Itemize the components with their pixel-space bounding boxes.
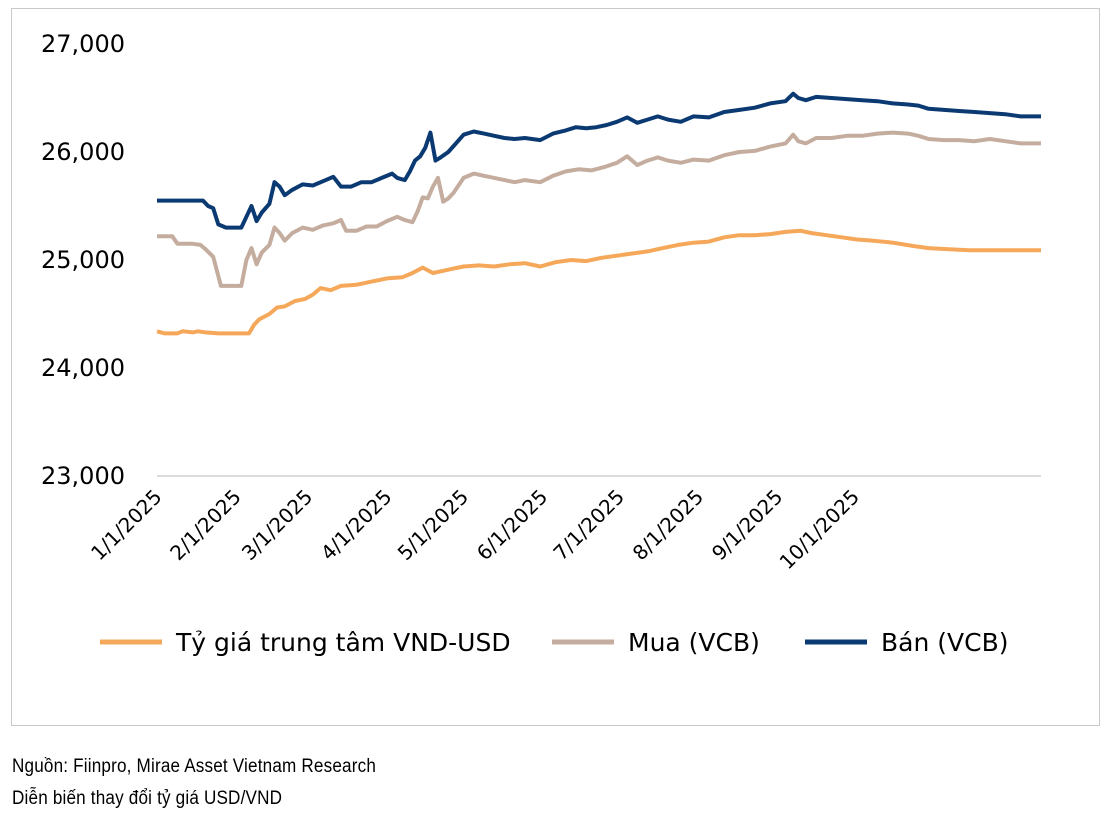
x-tick-label: 3/1/2025 — [237, 485, 317, 565]
y-tick-label: 27,000 — [41, 30, 125, 58]
chart-legend: Tỷ giá trung tâm VND-USD Mua (VCB) Bán (VC… — [100, 628, 1008, 657]
x-tick-label: 6/1/2025 — [472, 485, 552, 565]
y-tick-label: 24,000 — [41, 354, 125, 382]
x-tick-label: 2/1/2025 — [165, 485, 245, 565]
legend-label: Mua (VCB) — [628, 628, 760, 657]
source-note: Nguồn: Fiinpro, Mirae Asset Vietnam Rese… — [12, 756, 377, 777]
y-tick-label: 23,000 — [41, 462, 125, 490]
x-tick-label: 8/1/2025 — [628, 485, 708, 565]
x-tick-label: 7/1/2025 — [548, 485, 628, 565]
y-axis-ticks: 23,000 24,000 25,000 26,000 27,000 — [41, 30, 125, 490]
x-tick-label: 5/1/2025 — [393, 485, 473, 565]
series-line-3 — [157, 91, 1041, 230]
series-lines — [156, 91, 1041, 336]
x-tick-label: 10/1/2025 — [775, 485, 864, 574]
legend-label: Tỷ giá trung tâm VND-USD — [175, 628, 511, 657]
chart-frame — [11, 8, 1100, 726]
series-line-2 — [157, 130, 1041, 288]
x-tick-label: 4/1/2025 — [316, 485, 396, 565]
x-axis-ticks: 1/1/20252/1/20253/1/20254/1/20255/1/2025… — [86, 485, 864, 574]
legend-label: Bán (VCB) — [881, 628, 1008, 657]
x-tick-label: 9/1/2025 — [707, 485, 787, 565]
x-tick-label: 1/1/2025 — [86, 485, 166, 565]
y-tick-label: 26,000 — [41, 138, 125, 166]
figure-caption: Diễn biến thay đổi tỷ giá USD/VND — [12, 788, 283, 809]
series-line-1 — [156, 228, 1041, 336]
y-tick-label: 25,000 — [41, 246, 125, 274]
line-chart: 23,000 24,000 25,000 26,000 27,000 1/1/20252… — [41, 30, 1041, 657]
